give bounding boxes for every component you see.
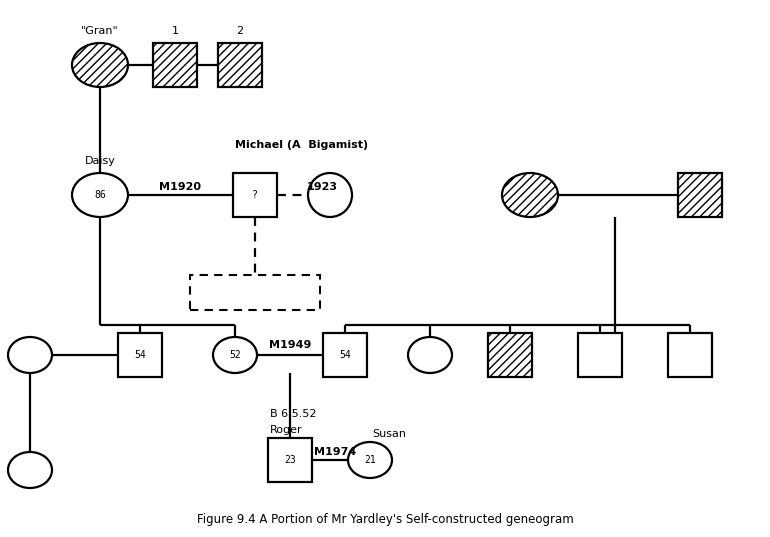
Text: 86: 86: [94, 190, 106, 200]
Text: 54: 54: [339, 350, 351, 360]
Text: M1949: M1949: [269, 340, 311, 350]
Bar: [488, 333, 532, 377]
Text: 2: 2: [236, 26, 243, 36]
Bar: [578, 333, 622, 377]
Ellipse shape: [308, 173, 352, 217]
Bar: [153, 43, 197, 87]
Text: Susan: Susan: [372, 429, 406, 439]
Ellipse shape: [8, 452, 52, 488]
Bar: [218, 43, 262, 87]
Ellipse shape: [8, 337, 52, 373]
Bar: [678, 173, 722, 217]
Text: M1920: M1920: [159, 182, 201, 192]
Bar: [678, 173, 722, 217]
Text: 23: 23: [284, 455, 296, 465]
Text: Figure 9.4 A Portion of Mr Yardley's Self-constructed geneogram: Figure 9.4 A Portion of Mr Yardley's Sel…: [196, 512, 574, 526]
Ellipse shape: [213, 337, 257, 373]
Ellipse shape: [72, 43, 128, 87]
Bar: [488, 333, 532, 377]
Text: M1974: M1974: [314, 447, 357, 457]
Bar: [153, 43, 197, 87]
Text: Roger: Roger: [270, 425, 303, 435]
Bar: [323, 333, 367, 377]
Text: B 6.5.52: B 6.5.52: [270, 409, 316, 419]
Text: 21: 21: [364, 455, 376, 465]
Bar: [118, 333, 162, 377]
Text: Daisy: Daisy: [85, 156, 116, 166]
Text: 54: 54: [134, 350, 146, 360]
Ellipse shape: [502, 173, 558, 217]
Bar: [190, 275, 320, 310]
Ellipse shape: [72, 173, 128, 217]
Text: 1: 1: [172, 26, 179, 36]
Text: Michael (A  Bigamist): Michael (A Bigamist): [235, 140, 368, 150]
Bar: [668, 333, 712, 377]
Ellipse shape: [408, 337, 452, 373]
Bar: [268, 438, 312, 482]
Text: 1923: 1923: [306, 182, 337, 192]
Text: ?: ?: [252, 190, 258, 200]
Text: "Gran": "Gran": [81, 26, 119, 36]
Text: 52: 52: [229, 350, 241, 360]
Bar: [218, 43, 262, 87]
Bar: [233, 173, 277, 217]
Ellipse shape: [348, 442, 392, 478]
